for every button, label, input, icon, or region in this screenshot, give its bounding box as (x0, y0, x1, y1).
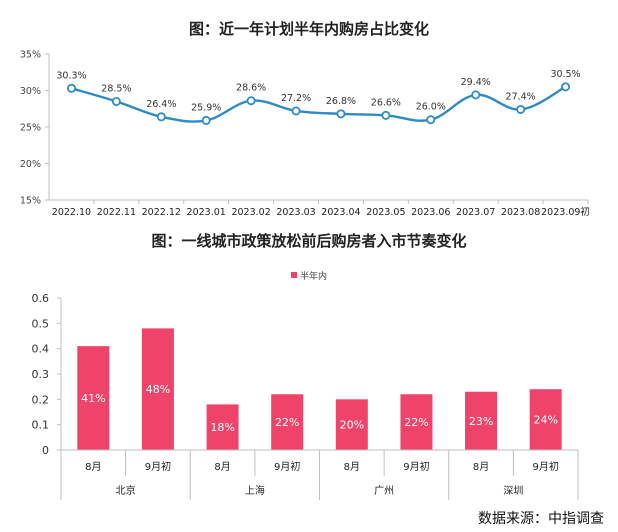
x-tick-label: 2023.01 (187, 207, 226, 218)
data-label: 26.8% (326, 96, 356, 107)
data-point (336, 109, 346, 119)
y-tick-label: 0.1 (32, 419, 50, 432)
data-label: 28.5% (101, 83, 131, 94)
data-point (291, 106, 301, 116)
data-label: 25.9% (191, 102, 221, 113)
bar-value-label: 23% (469, 415, 493, 428)
data-point (471, 90, 481, 100)
y-tick-label: 0.6 (32, 292, 50, 305)
data-label: 29.4% (461, 77, 491, 88)
data-label: 30.3% (56, 70, 86, 81)
y-tick-label: 0.2 (32, 393, 50, 406)
group-label: 上海 (245, 484, 265, 497)
x-tick-label: 2023.04 (321, 207, 360, 218)
category-label: 8月 (473, 461, 489, 473)
category-label: 8月 (214, 461, 230, 473)
y-tick-label: 25% (20, 123, 41, 134)
data-label: 28.6% (236, 83, 266, 94)
bar (335, 399, 368, 450)
x-tick-label: 2023.06 (411, 207, 450, 218)
bar (529, 389, 562, 450)
bar-chart-title: 图：一线城市政策放松前后购房者入市节奏变化 (151, 232, 466, 250)
bar-value-label: 48% (146, 383, 170, 396)
data-label: 27.2% (281, 93, 311, 104)
x-tick-label: 2022.12 (142, 207, 181, 218)
bar (141, 328, 174, 450)
data-point (246, 96, 256, 106)
category-label: 9月初 (274, 460, 300, 473)
bar-value-label: 24% (533, 414, 557, 427)
y-tick-label: 35% (20, 50, 41, 61)
data-point (111, 96, 121, 106)
y-tick-label: 0.3 (32, 368, 50, 381)
bar-chart: 图：一线城市政策放松前后购房者入市节奏变化 半年内 0 0.1 0.2 0.3 0.4 0… (32, 232, 579, 500)
data-label: 30.5% (550, 69, 580, 80)
y-tick-label: 0.4 (32, 343, 50, 356)
category-label: 9月初 (403, 460, 429, 473)
bar (271, 394, 304, 450)
data-label: 26.4% (146, 99, 176, 110)
bar-value-label: 20% (340, 419, 364, 432)
category-label: 9月初 (145, 460, 171, 473)
y-tick-label: 0.5 (32, 317, 50, 330)
category-label: 8月 (344, 461, 360, 473)
x-tick-label: 2023.02 (231, 207, 270, 218)
category-label: 8月 (85, 461, 101, 473)
legend-label: 半年内 (300, 270, 327, 282)
data-label: 26.6% (371, 97, 401, 108)
x-tick-label: 2023.05 (366, 207, 405, 218)
data-point (201, 115, 211, 125)
x-tick-label: 2023.08 (501, 207, 540, 218)
y-tick-label: 20% (20, 159, 41, 170)
group-label: 北京 (116, 484, 136, 497)
line-chart-title: 图：近一年计划半年内购房占比变化 (189, 20, 429, 38)
x-tick-label: 2023.07 (456, 207, 495, 218)
data-label: 26.0% (416, 102, 446, 113)
y-tick-label: 0 (42, 444, 49, 457)
category-label: 9月初 (533, 460, 559, 473)
data-point (561, 82, 571, 92)
bar (77, 346, 110, 450)
data-point (381, 110, 391, 120)
data-point (156, 112, 166, 122)
group-label: 深圳 (503, 485, 523, 497)
x-tick-label: 2023.03 (276, 207, 315, 218)
bar (206, 404, 239, 450)
group-label: 广州 (374, 485, 394, 497)
x-tick-label: 2023.09初 (541, 206, 590, 218)
bar-value-label: 41% (81, 392, 105, 405)
source-note: 数据来源：中指调查 (478, 511, 604, 527)
legend-swatch (291, 272, 297, 278)
bar-value-label: 22% (275, 416, 299, 429)
x-tick-label: 2022.11 (97, 207, 136, 218)
bar (400, 394, 433, 450)
bar-value-label: 18% (210, 421, 234, 434)
y-tick-label: 15% (20, 196, 41, 207)
y-tick-label: 30% (20, 86, 41, 97)
line-chart: 图：近一年计划半年内购房占比变化 15% 20% 25% 30% 35% 2022.10… (20, 20, 590, 218)
data-point (516, 104, 526, 114)
data-label: 27.4% (506, 91, 536, 102)
data-point (426, 115, 436, 125)
data-point (66, 83, 76, 93)
x-tick-label: 2022.10 (52, 207, 91, 218)
bar (465, 391, 498, 450)
bar-value-label: 22% (404, 416, 428, 429)
